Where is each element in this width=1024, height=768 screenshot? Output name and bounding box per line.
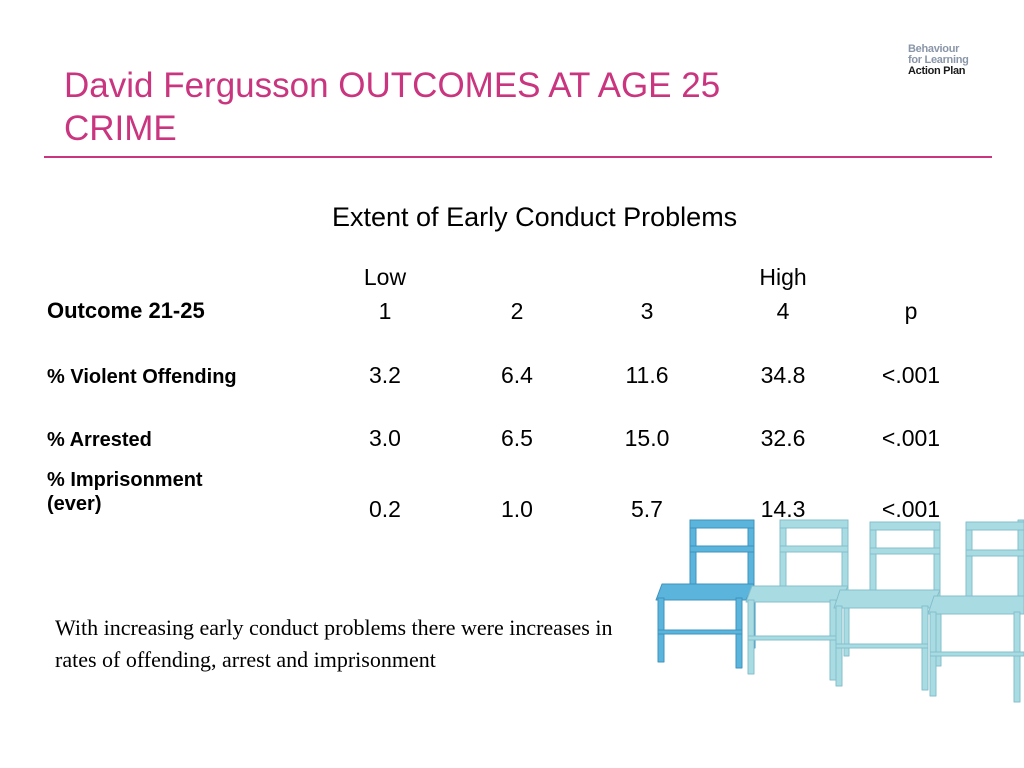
chair-icon bbox=[745, 519, 850, 681]
column-header-1: 1 bbox=[378, 298, 392, 324]
title-underline bbox=[44, 156, 992, 158]
column-header-4: 4 bbox=[776, 298, 790, 324]
table-cell: <.001 bbox=[881, 496, 941, 522]
table-cell: 15.0 bbox=[624, 425, 670, 451]
scale-high-label: High bbox=[759, 264, 807, 290]
table-cell: 1.0 bbox=[501, 496, 533, 522]
slide-title-line1: David Fergusson OUTCOMES AT AGE 25 bbox=[64, 66, 721, 105]
outcome-header-label: Outcome 21-25 bbox=[47, 298, 205, 323]
table-cell: 6.4 bbox=[501, 362, 533, 388]
slide-title: David Fergusson OUTCOMES AT AGE 25 CRIME bbox=[64, 64, 864, 150]
column-header-p: p bbox=[904, 298, 918, 324]
chair-icon bbox=[927, 519, 1024, 703]
table-cell: 3.0 bbox=[369, 425, 401, 451]
table-cell: 5.7 bbox=[631, 496, 663, 522]
table-cell: 3.2 bbox=[369, 362, 401, 388]
column-header-3: 3 bbox=[640, 298, 654, 324]
row-label-imprisonment: % Imprisonment (ever) bbox=[47, 468, 203, 516]
chair-icon bbox=[655, 519, 756, 669]
logo-line2: for Learning bbox=[908, 54, 969, 66]
chair-icon bbox=[833, 521, 942, 691]
table-cell: <.001 bbox=[881, 425, 941, 451]
table-cell: 14.3 bbox=[760, 496, 806, 522]
table-cell: 0.2 bbox=[369, 496, 401, 522]
table-subheading: Extent of Early Conduct Problems bbox=[332, 202, 738, 232]
table-cell: 32.6 bbox=[760, 425, 806, 451]
row-label-imprisonment-line1: % Imprisonment bbox=[47, 469, 203, 491]
behaviour-for-learning-logo: Behaviour for Learning Action Plan bbox=[908, 44, 998, 77]
row-label-violent-offending: % Violent Offending bbox=[47, 366, 237, 388]
logo-line3: Action Plan bbox=[908, 65, 966, 77]
table-cell: 34.8 bbox=[760, 362, 806, 388]
scale-low-label: Low bbox=[363, 264, 407, 290]
logo-line1: Behaviour bbox=[908, 43, 960, 55]
table-cell: 11.6 bbox=[625, 362, 669, 388]
row-label-arrested: % Arrested bbox=[47, 429, 152, 451]
table-cell: 6.5 bbox=[501, 425, 533, 451]
column-header-2: 2 bbox=[510, 298, 524, 324]
table-cell: <.001 bbox=[881, 362, 941, 388]
chairs-illustration bbox=[655, 519, 1024, 703]
row-label-imprisonment-line2: (ever) bbox=[47, 493, 102, 515]
slide-title-line2: CRIME bbox=[64, 109, 177, 148]
summary-text: With increasing early conduct problems t… bbox=[55, 615, 613, 672]
